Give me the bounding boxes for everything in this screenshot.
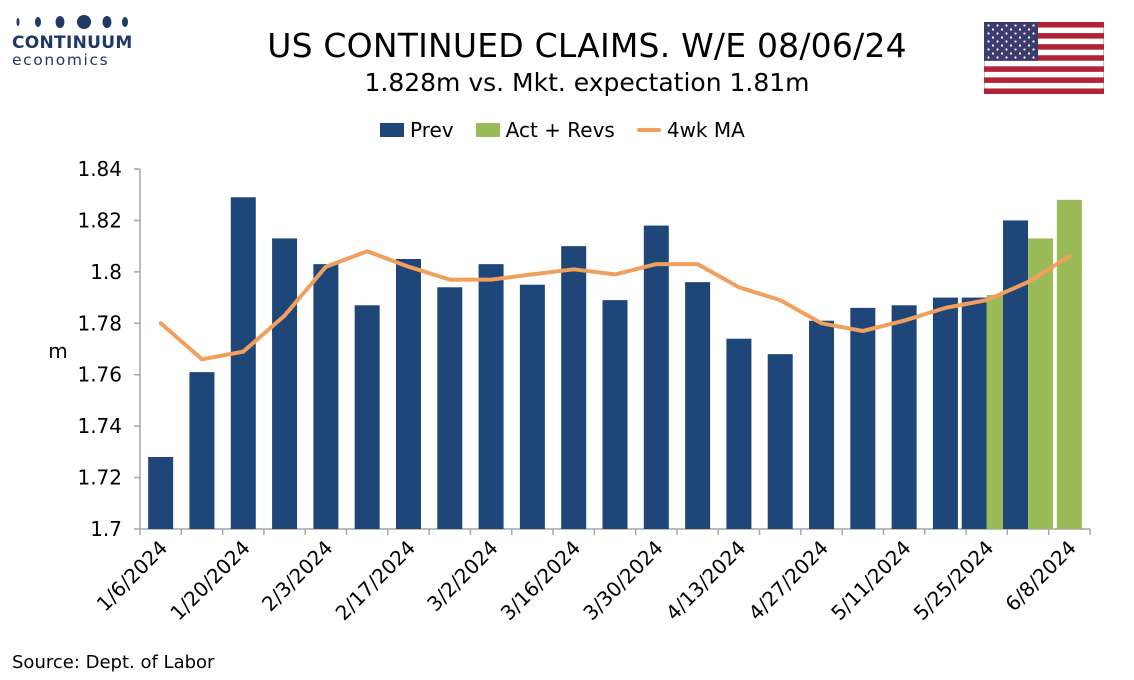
bar-prev	[354, 305, 380, 529]
x-tick-label: 4/27/2024	[744, 536, 833, 625]
x-tick-label: 2/3/2024	[257, 536, 337, 616]
y-tick-label: 1.72	[77, 466, 122, 490]
bar-prev	[932, 297, 958, 529]
x-tick-label: 3/30/2024	[578, 536, 667, 625]
source-note: Source: Dept. of Labor	[12, 652, 215, 673]
x-tick-label: 5/11/2024	[826, 536, 915, 625]
logo-dots-icon	[12, 12, 132, 32]
legend-label-act: Act + Revs	[505, 118, 615, 142]
brand-logo: CONTINUUM economics	[12, 12, 132, 68]
bar-prev	[189, 372, 215, 529]
bar-prev	[272, 238, 298, 529]
x-tick-label: 6/8/2024	[1000, 536, 1080, 616]
y-tick-label: 1.8	[90, 260, 122, 284]
x-tick-label: 5/25/2024	[909, 536, 998, 625]
y-tick-label: 1.7	[90, 517, 122, 541]
bar-act	[1056, 199, 1082, 529]
brand-sub: economics	[12, 51, 110, 69]
bar-prev	[643, 225, 669, 530]
bar-prev	[1003, 220, 1029, 529]
bar-prev	[961, 297, 987, 529]
bar-prev	[726, 338, 752, 529]
bar-prev	[685, 282, 711, 529]
bar-prev	[395, 259, 421, 529]
bar-prev	[148, 457, 174, 529]
bar-prev	[561, 246, 587, 529]
x-tick-label: 1/6/2024	[92, 536, 172, 616]
y-tick-label: 1.74	[77, 414, 122, 438]
legend-item-prev: Prev	[380, 118, 454, 142]
bar-prev	[478, 264, 504, 529]
chart-title: US CONTINUED CLAIMS. W/E 08/06/24	[267, 26, 907, 65]
legend-swatch-prev	[380, 123, 404, 137]
chart-legend: Prev Act + Revs 4wk MA	[380, 118, 767, 142]
ma-line	[158, 249, 1072, 362]
legend-item-act: Act + Revs	[475, 118, 615, 142]
bar-act	[1028, 238, 1054, 529]
bar-prev	[313, 264, 339, 529]
bar-prev	[519, 284, 545, 529]
y-tick-label: 1.84	[77, 157, 122, 181]
bar-prev	[602, 300, 628, 529]
bar-prev	[850, 307, 876, 529]
bar-prev	[809, 320, 835, 529]
chart-subtitle: 1.828m vs. Mkt. expectation 1.81m	[364, 68, 810, 97]
legend-item-ma: 4wk MA	[636, 118, 745, 142]
x-tick-label: 2/17/2024	[331, 536, 420, 625]
bar-prev	[437, 287, 463, 529]
brand-name: CONTINUUM	[12, 33, 133, 53]
x-tick-label: 4/13/2024	[661, 536, 750, 625]
y-tick-label: 1.82	[77, 208, 122, 232]
legend-swatch-ma	[636, 128, 661, 132]
bar-prev	[891, 305, 917, 529]
bar-prev	[230, 197, 256, 530]
y-tick-label: 1.78	[77, 311, 122, 335]
x-tick-label: 3/16/2024	[496, 536, 585, 625]
bar-prev	[767, 354, 793, 529]
y-axis-label: m	[48, 339, 67, 363]
legend-swatch-act	[475, 123, 500, 137]
x-tick-label: 3/2/2024	[422, 536, 502, 616]
legend-label-ma: 4wk MA	[666, 118, 745, 142]
x-tick-label: 1/20/2024	[165, 536, 254, 625]
legend-label-prev: Prev	[410, 118, 454, 142]
y-tick-label: 1.76	[77, 363, 122, 387]
